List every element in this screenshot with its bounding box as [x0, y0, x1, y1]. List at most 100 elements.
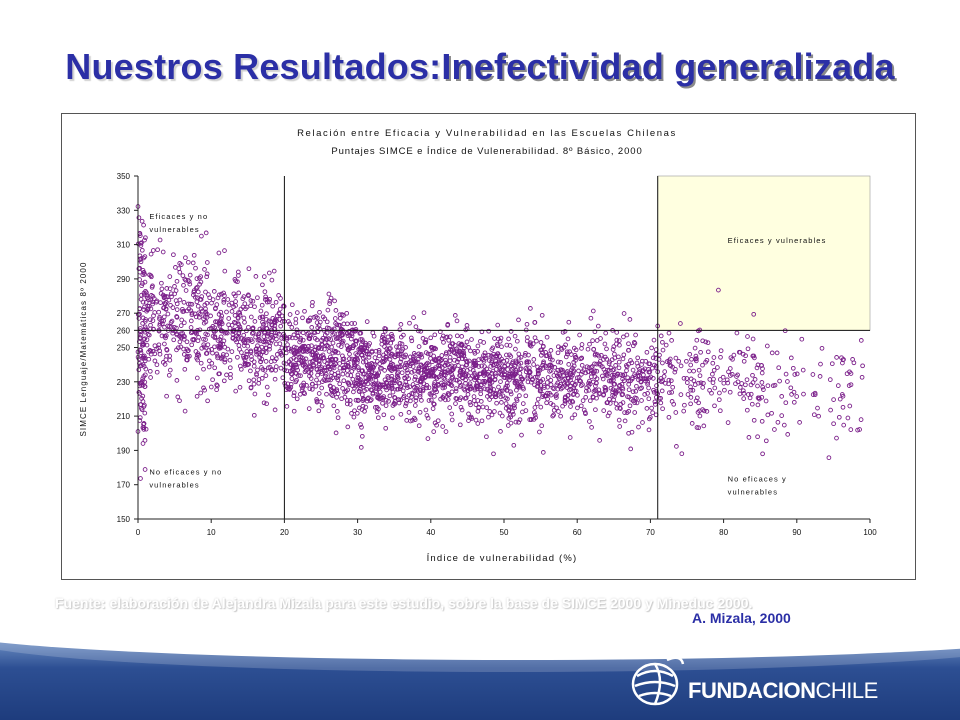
data-point	[330, 393, 335, 398]
data-point	[159, 333, 165, 339]
data-point	[202, 387, 207, 393]
data-point	[402, 382, 408, 388]
data-point	[309, 381, 315, 387]
data-point	[550, 357, 555, 363]
data-point	[659, 388, 665, 394]
data-point	[554, 405, 559, 411]
data-point	[278, 365, 284, 371]
data-point	[564, 380, 570, 386]
data-point	[751, 353, 757, 359]
data-point	[192, 311, 198, 317]
data-point	[743, 382, 748, 388]
data-point	[235, 354, 240, 360]
data-point	[266, 365, 271, 371]
data-point	[269, 277, 275, 283]
data-point	[449, 389, 455, 395]
data-point	[430, 406, 436, 411]
y-tick-label: 290	[117, 275, 131, 284]
data-point	[401, 393, 407, 399]
data-point	[183, 288, 189, 293]
data-point	[437, 363, 443, 369]
data-point	[345, 333, 351, 339]
data-point	[453, 377, 459, 383]
data-point	[359, 433, 365, 439]
data-point	[614, 341, 619, 347]
data-point	[205, 342, 211, 348]
data-point	[364, 363, 370, 369]
data-point	[229, 349, 235, 354]
data-point	[278, 350, 284, 356]
data-point	[302, 308, 307, 314]
data-point	[401, 354, 406, 359]
data-point	[383, 403, 389, 408]
data-point	[421, 310, 427, 316]
data-point	[851, 360, 857, 366]
data-point	[620, 400, 626, 405]
data-point	[301, 383, 307, 388]
data-point	[143, 426, 149, 432]
data-point	[173, 265, 178, 270]
data-point	[845, 415, 851, 421]
data-point	[763, 398, 769, 404]
data-point	[577, 332, 582, 338]
data-point	[147, 368, 153, 374]
data-point	[711, 367, 717, 373]
data-point	[585, 346, 591, 352]
data-point	[195, 289, 201, 295]
data-point	[413, 398, 419, 403]
data-point	[617, 405, 623, 411]
data-point	[229, 309, 235, 314]
data-point	[154, 298, 160, 304]
data-point	[499, 344, 504, 350]
data-point	[309, 325, 315, 330]
data-point	[688, 362, 694, 368]
data-point	[521, 386, 526, 392]
data-point	[816, 413, 821, 419]
data-point	[626, 381, 632, 387]
data-point	[598, 336, 603, 341]
data-point	[476, 357, 482, 362]
data-point	[250, 298, 256, 304]
data-point	[737, 385, 743, 390]
data-point	[203, 351, 209, 356]
data-point	[678, 392, 684, 397]
data-point	[508, 391, 514, 397]
data-point	[503, 401, 509, 406]
data-point	[263, 350, 269, 355]
data-point	[447, 354, 453, 360]
data-point	[487, 381, 493, 386]
data-point	[146, 332, 152, 338]
data-point	[233, 388, 239, 394]
data-point	[532, 320, 538, 325]
data-point	[263, 294, 268, 300]
data-point	[507, 373, 513, 379]
data-point	[381, 336, 387, 342]
data-point	[177, 398, 182, 404]
data-point	[214, 302, 220, 307]
data-point	[452, 357, 457, 363]
data-point	[191, 337, 197, 343]
data-point	[185, 348, 191, 354]
data-point	[491, 451, 496, 457]
data-point	[334, 409, 340, 414]
data-point	[811, 412, 817, 418]
data-point	[373, 348, 379, 354]
quadrant-label: No eficaces y	[728, 474, 787, 483]
data-point	[406, 392, 412, 398]
data-point	[458, 367, 464, 373]
data-point	[479, 382, 484, 388]
data-point	[498, 429, 503, 434]
data-point	[658, 400, 664, 406]
data-point	[469, 337, 474, 342]
data-point	[634, 396, 639, 401]
data-point	[532, 412, 538, 418]
data-point	[154, 362, 160, 368]
data-point	[161, 305, 166, 311]
data-point	[419, 398, 424, 403]
data-point	[359, 424, 364, 430]
data-point	[322, 332, 328, 338]
data-point	[428, 344, 434, 350]
data-point	[547, 354, 553, 360]
data-point	[347, 398, 353, 403]
data-point	[489, 412, 495, 418]
